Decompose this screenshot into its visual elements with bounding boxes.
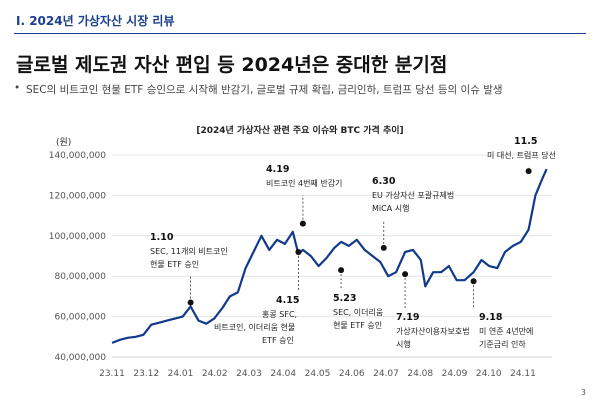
x-tick-label: 24.06	[339, 369, 365, 379]
page-number: 3	[580, 388, 586, 397]
x-tick-label: 24.01	[168, 369, 194, 379]
annotation-text: 시행	[396, 339, 411, 349]
annotation-text: 미 연준 4년만에	[479, 326, 533, 336]
x-tick-label: 23.11	[99, 369, 125, 379]
series-line	[111, 168, 548, 344]
annotation-date: 11.5	[514, 136, 537, 147]
annotation-dot	[525, 168, 532, 175]
annotation-text: 미 대선, 트럼프 당선	[487, 150, 556, 160]
annotation-text: SEC, 이더리움	[333, 307, 383, 317]
section-title: I. 2024년 가상자산 시장 리뷰	[16, 14, 175, 28]
annotation-text: MiCA 시행	[372, 203, 409, 213]
annotation-dot	[299, 220, 306, 227]
annotation: 4.19 비트코인 4번째 반감기	[266, 164, 342, 227]
summary-bullet: SEC의 비트코인 현물 ETF 승인으로 시작해 반감기, 글로벌 규제 확립…	[26, 84, 503, 96]
annotation-text: 현물 ETF 승인	[333, 320, 382, 330]
x-tick-label: 24.03	[236, 369, 262, 379]
y-tick-label: 140,000,000	[49, 151, 107, 161]
annotation-date: 1.10	[150, 232, 174, 243]
y-tick-label: 80,000,000	[54, 272, 106, 282]
annotation-date: 6.30	[372, 176, 396, 187]
x-axis: 23.11 23.12 24.01 24.02 24.03 24.04 24.05 24.06…	[99, 356, 552, 379]
x-tick-label: 23.12	[133, 369, 159, 379]
x-tick-label: 24.02	[202, 369, 228, 379]
annotation-date: 4.15	[276, 295, 299, 306]
x-tick-label: 24.04	[270, 369, 296, 379]
annotation-dot	[295, 248, 302, 255]
x-tick-label: 24.08	[407, 369, 433, 379]
annotation-text: SEC, 11개의 비트코인	[150, 246, 228, 256]
x-tick-label: 24.11	[510, 369, 536, 379]
x-tick-label: 24.05	[305, 369, 331, 379]
annotation-date: 9.18	[479, 312, 503, 323]
page-title: 글로벌 제도권 자산 편입 등 2024년은 중대한 분기점	[16, 54, 448, 76]
annotation-date: 5.23	[333, 293, 356, 304]
annotation-date: 7.19	[396, 312, 419, 323]
annotation-text: 기준금리 인하	[479, 339, 526, 349]
y-axis-unit: (원)	[56, 138, 72, 148]
annotation-text: 현물 ETF 승인	[150, 259, 199, 269]
annotation: 4.15 홍콩 SFC, 비트코인, 이더리움 현물 ETF 승인	[214, 248, 302, 345]
annotation-dot	[338, 267, 345, 274]
annotation-dot	[380, 244, 387, 251]
annotation-text: 가상자산이용자보호법	[396, 326, 470, 336]
grid-lines	[112, 154, 552, 358]
annotation-dot	[470, 278, 477, 285]
annotation-text: 비트코인, 이더리움 현물	[214, 322, 295, 332]
annotation: 6.30 EU 가상자산 포괄규제법 MiCA 시행	[372, 176, 454, 251]
annotation-text: 비트코인 4번째 반감기	[266, 178, 342, 188]
header-divider	[14, 33, 586, 34]
annotation-text: ETF 승인	[262, 335, 294, 345]
x-tick-label: 24.07	[373, 369, 399, 379]
annotation-text: EU 가상자산 포괄규제법	[372, 190, 454, 200]
x-tick-label: 24.10	[476, 369, 502, 379]
x-tick-label: 24.09	[442, 369, 468, 379]
y-tick-label: 100,000,000	[49, 232, 107, 242]
annotation: 11.5 미 대선, 트럼프 당선	[487, 136, 556, 175]
bullet-marker: •	[14, 82, 21, 94]
annotation-dot	[187, 299, 194, 306]
chart-title: [2024년 가상자산 관련 주요 이슈와 BTC 가격 추이]	[196, 126, 404, 136]
annotation-text: 홍콩 SFC,	[262, 309, 297, 319]
annotation-dot	[402, 271, 409, 278]
y-axis: 40,000,000 60,000,000 80,000,000 100,000,00…	[49, 151, 107, 363]
y-tick-label: 60,000,000	[54, 313, 106, 323]
y-tick-label: 120,000,000	[49, 191, 107, 201]
annotation-date: 4.19	[266, 164, 289, 175]
y-tick-label: 40,000,000	[54, 353, 106, 363]
